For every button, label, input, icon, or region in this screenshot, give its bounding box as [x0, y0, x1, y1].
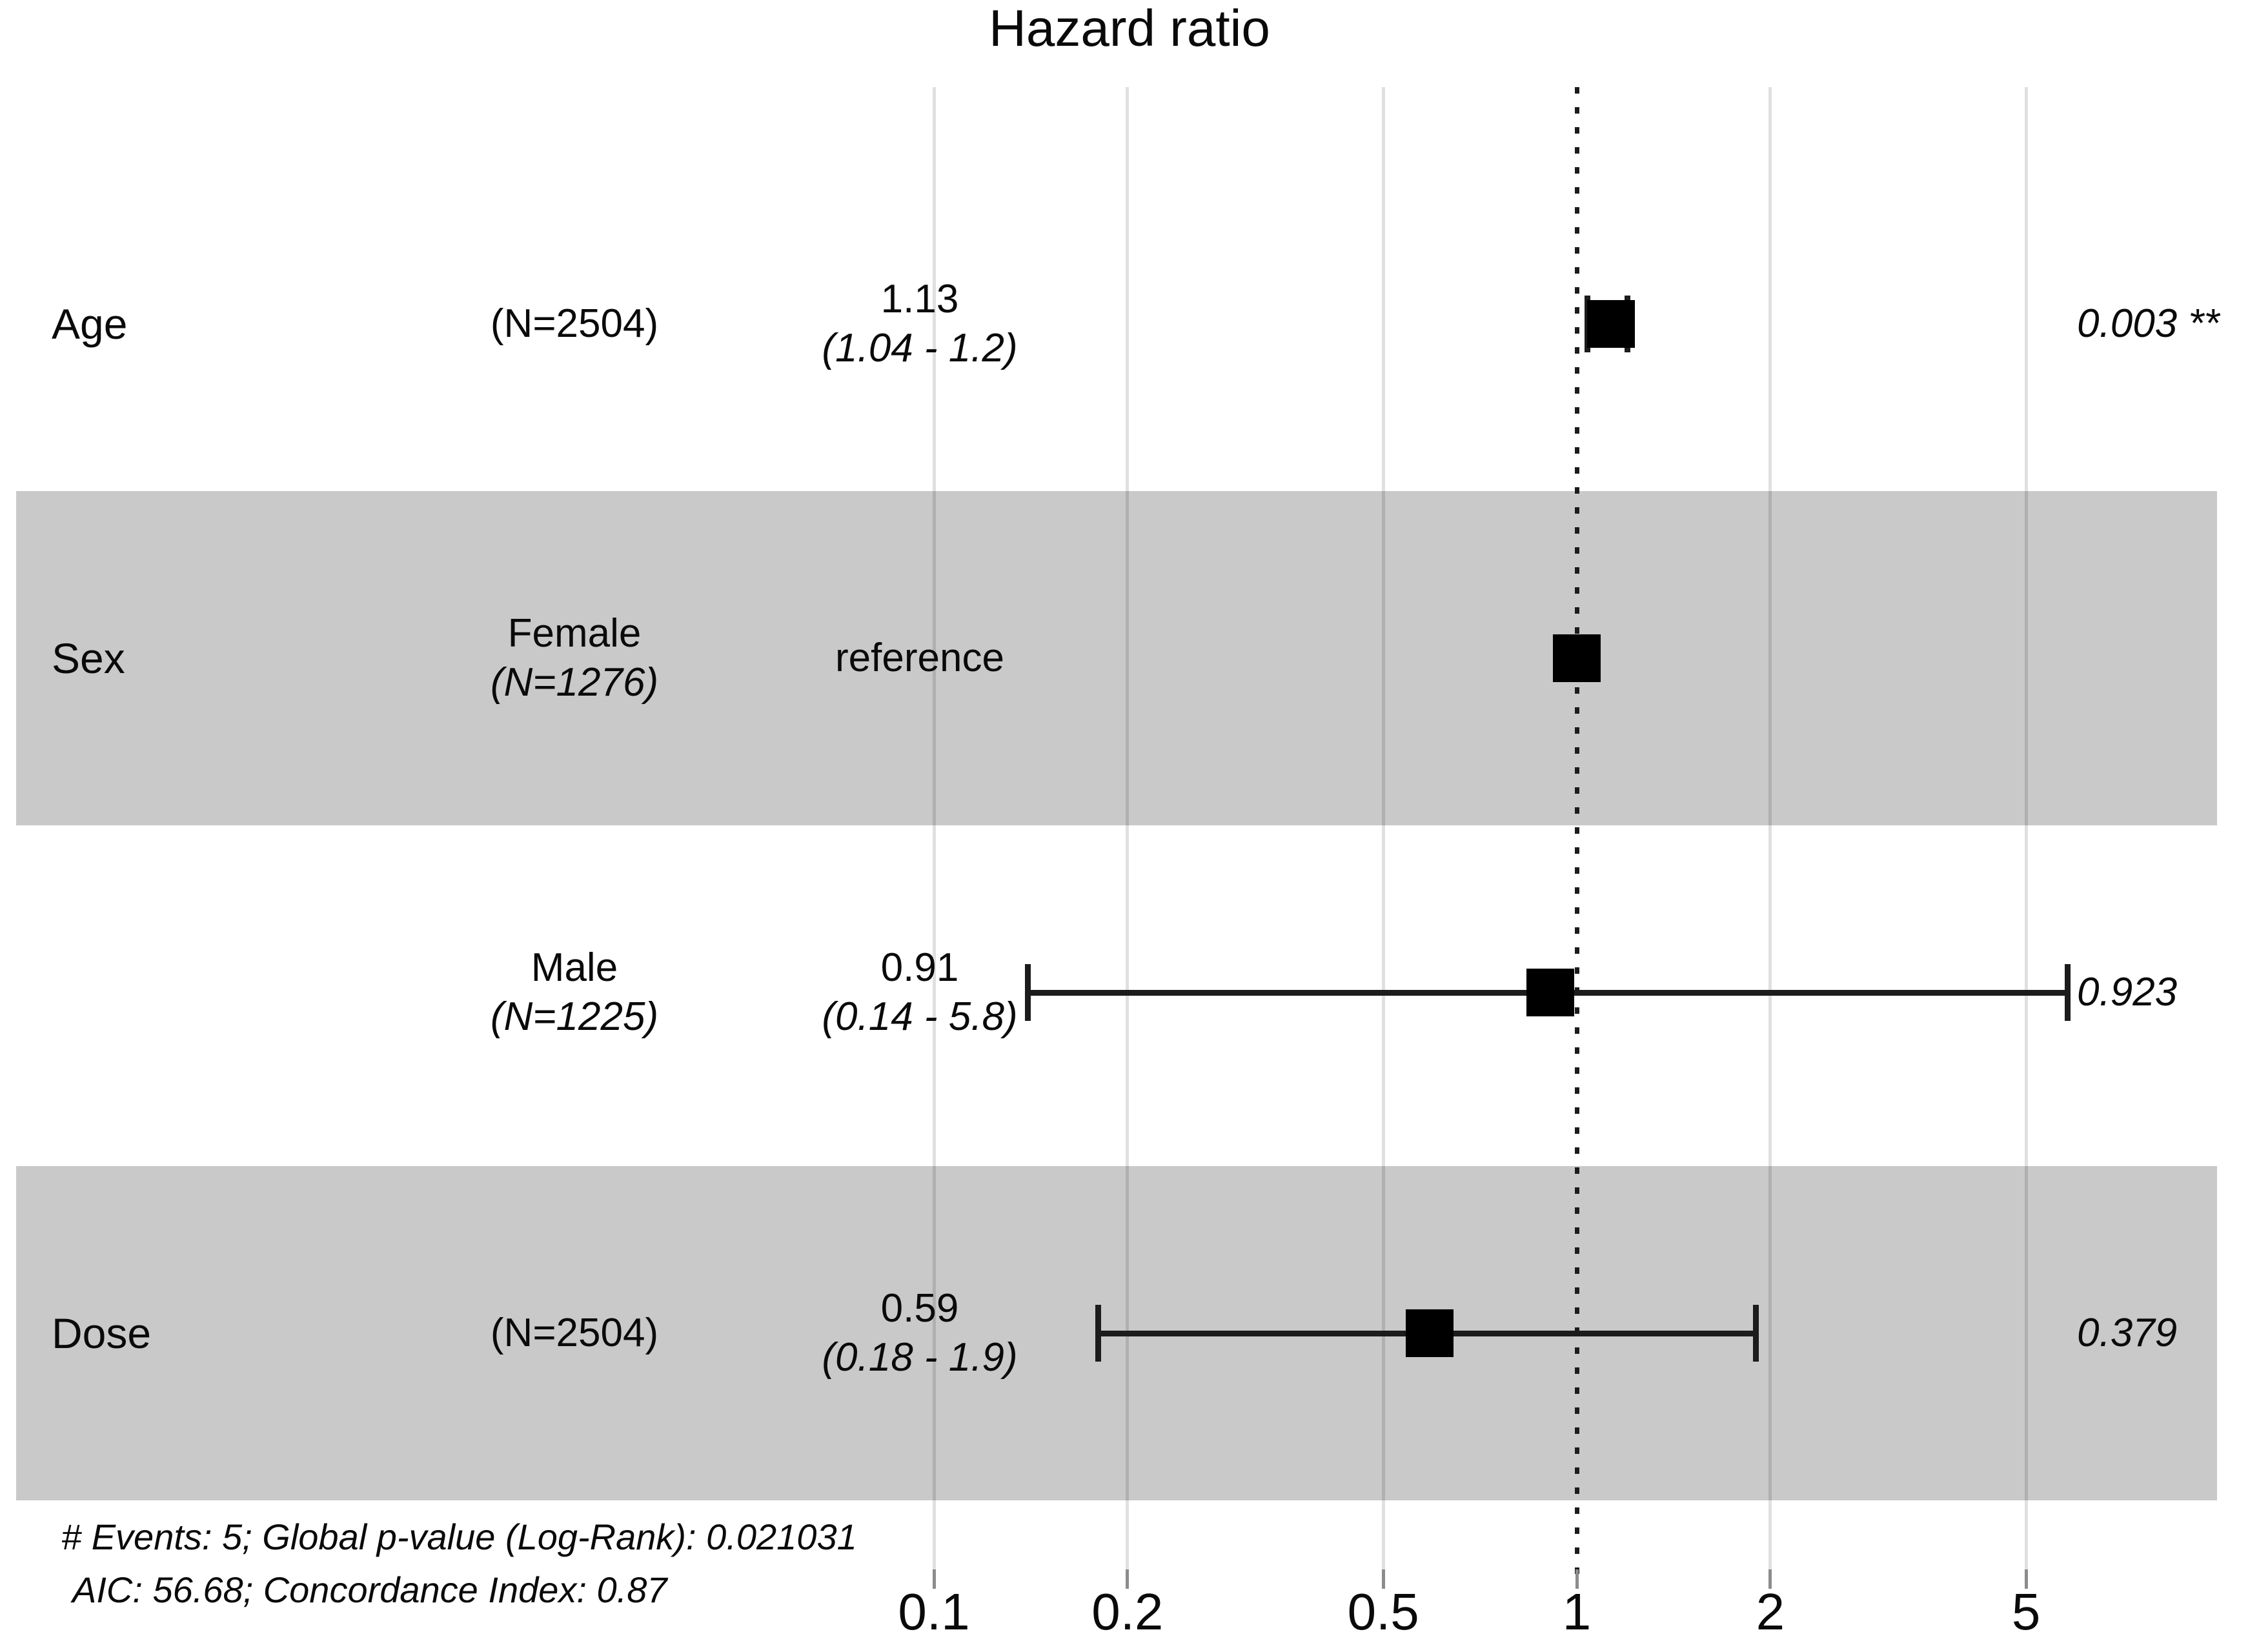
n-label: (N=2504): [490, 301, 659, 346]
x-axis-tick: [1768, 1569, 1772, 1589]
p-value-label: 0.379: [2077, 1311, 2178, 1355]
hr-point-marker: [1526, 969, 1575, 1016]
variable-label-age: Age: [52, 300, 128, 348]
hr-point-marker: [1553, 634, 1601, 682]
ci-label: (0.18 - 1.9): [822, 1335, 1018, 1380]
reference-line-hr-1: [1574, 87, 1579, 1582]
estimate-cell: 1.13 (1.04 - 1.2): [822, 275, 1017, 373]
x-axis-tick-label: 2: [1756, 1583, 1785, 1640]
hr-estimate-label: 0.91: [880, 945, 959, 990]
x-axis-tick: [1575, 1569, 1579, 1589]
ci-label: (1.04 - 1.2): [822, 326, 1018, 370]
ci-cap-low: [1095, 1305, 1101, 1362]
x-axis-tick: [932, 1569, 936, 1589]
n-label: (N=2504): [490, 1311, 659, 1355]
hr-point-marker: [1405, 1309, 1454, 1357]
x-gridline: [1126, 87, 1130, 1569]
footer-model-stats-line1: # Events: 5; Global p-value (Log-Rank): …: [61, 1516, 857, 1557]
ci-cap-low: [1025, 964, 1031, 1021]
p-value-label: 0.923: [2077, 970, 2178, 1014]
x-axis-tick: [1126, 1569, 1130, 1589]
variable-label-dose: Dose: [52, 1309, 152, 1357]
x-gridline: [2024, 87, 2028, 1569]
level-n-cell: Male (N=1225): [491, 943, 658, 1042]
x-axis-tick-label: 5: [2011, 1583, 2041, 1640]
estimate-cell: 0.91 (0.14 - 5.8): [822, 943, 1017, 1042]
level-label: Male: [531, 945, 618, 990]
x-axis-tick-label: 0.2: [1091, 1583, 1164, 1640]
p-value-label: 0.003 **: [2077, 301, 2220, 346]
hr-point-marker: [1586, 300, 1635, 348]
chart-title: Hazard ratio: [989, 0, 1270, 57]
row-shading-band: [16, 491, 2217, 825]
x-gridline: [932, 87, 936, 1569]
level-n-cell: Female (N=1276): [491, 609, 658, 707]
reference-label: reference: [835, 636, 1004, 680]
hr-estimate-label: 1.13: [880, 277, 959, 321]
level-label: Female: [507, 611, 642, 656]
n-label: (N=1276): [490, 660, 659, 705]
x-axis-tick-label: 1: [1562, 1583, 1592, 1640]
ci-cap-high: [1753, 1305, 1759, 1362]
x-axis-tick-label: 0.5: [1347, 1583, 1419, 1640]
n-label: (N=1225): [490, 994, 659, 1039]
x-gridline: [1381, 87, 1385, 1569]
ci-cap-high: [2064, 964, 2071, 1021]
x-axis-tick-label: 0.1: [898, 1583, 970, 1640]
hr-estimate-label: 0.59: [880, 1286, 959, 1331]
x-gridline: [1768, 87, 1772, 1569]
x-axis-tick: [1381, 1569, 1385, 1589]
footer-model-stats-line2: AIC: 56.68; Concordance Index: 0.87: [72, 1569, 667, 1610]
variable-label-sex: Sex: [52, 634, 125, 682]
estimate-cell: 0.59 (0.18 - 1.9): [822, 1284, 1017, 1382]
ci-label: (0.14 - 5.8): [822, 994, 1018, 1039]
x-axis-tick: [2024, 1569, 2028, 1589]
